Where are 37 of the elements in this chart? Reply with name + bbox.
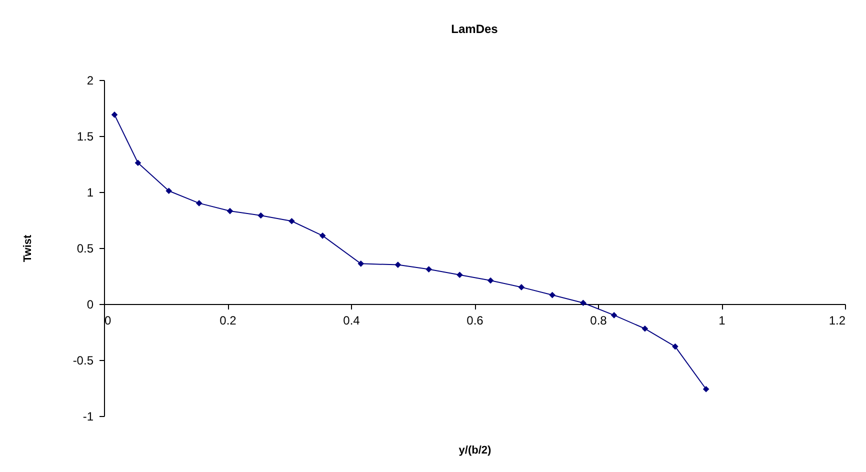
point: [518, 284, 525, 290]
point: [549, 292, 556, 298]
x-tick-label: 1: [718, 314, 726, 328]
point: [111, 112, 118, 118]
x-tick-label: 1.2: [828, 314, 846, 328]
point: [702, 386, 710, 392]
y-tick-label: 0.5: [76, 242, 94, 256]
x-tick-label: 0.8: [590, 314, 608, 328]
x-axis-title: y/(b/2): [458, 444, 492, 456]
y-tick-label: 0: [86, 298, 94, 312]
point: [580, 300, 586, 306]
point: [610, 312, 618, 318]
point: [258, 212, 264, 219]
y-axis-title: Twist: [22, 234, 34, 262]
chart-title: LamDes: [451, 22, 498, 36]
point: [319, 232, 326, 239]
y-tick-label: -1: [82, 410, 94, 424]
point: [166, 188, 172, 194]
x-tick-label: 0.4: [343, 314, 360, 328]
y-tick-label: -0.5: [72, 354, 94, 368]
point: [134, 160, 142, 166]
y-tick-label: 1.5: [76, 130, 94, 144]
x-tick-label: 0: [104, 314, 112, 328]
x-tick-label: 0.6: [466, 314, 484, 328]
point: [487, 277, 494, 284]
point: [456, 272, 463, 278]
point: [358, 260, 364, 267]
point: [288, 218, 295, 224]
point: [226, 208, 234, 214]
point: [672, 343, 678, 350]
y-tick-label: 2: [86, 74, 94, 88]
x-tick-label: 0.2: [220, 314, 237, 328]
point: [642, 325, 648, 332]
y-tick-label: 1: [86, 186, 94, 200]
point: [196, 200, 202, 206]
point: [426, 266, 432, 272]
point: [394, 262, 402, 268]
